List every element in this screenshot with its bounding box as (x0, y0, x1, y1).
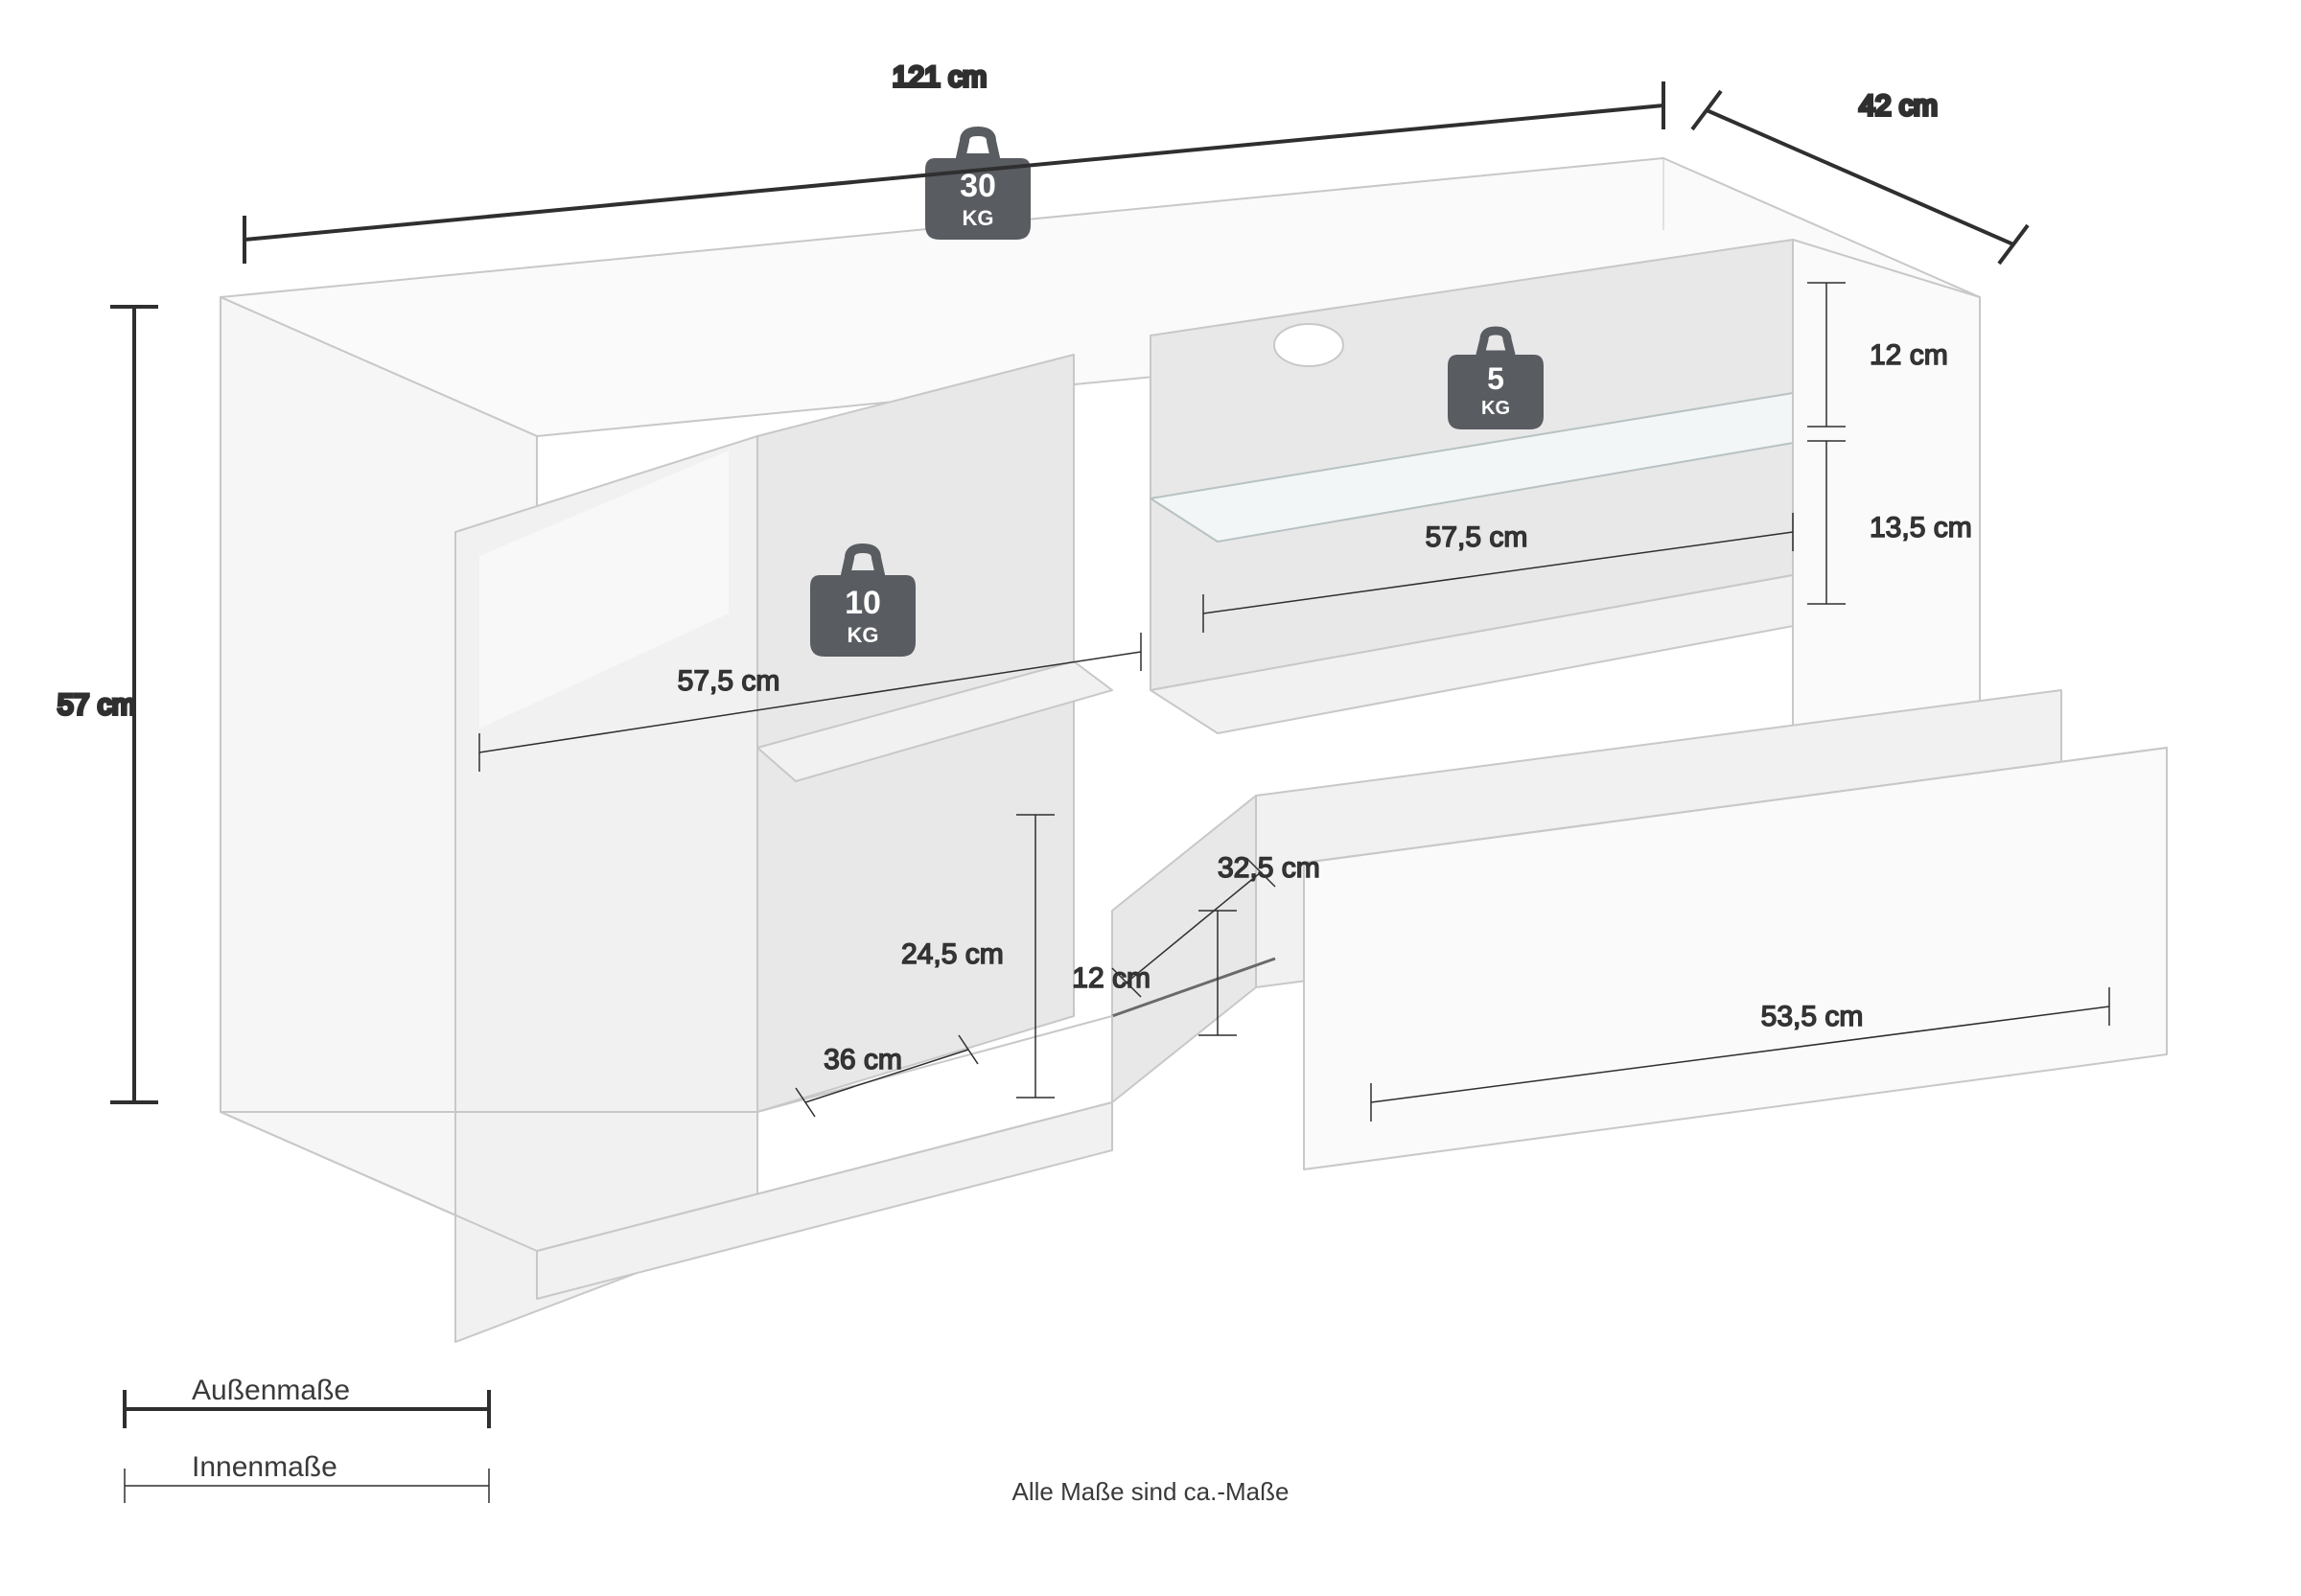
weight-top-unit: KG (963, 206, 994, 230)
weight-inner-unit: KG (848, 623, 879, 647)
dim-drawer-w: 53,5 cm (1761, 1001, 1864, 1032)
weight-inner-value: 10 (845, 585, 881, 621)
furniture-outline (221, 158, 2167, 1342)
dim-width-top: 121 cm (893, 61, 987, 93)
dim-shelf-bottom-h: 13,5 cm (1870, 512, 1972, 544)
weight-glass-unit: KG (1481, 398, 1510, 419)
dim-drawer-d: 32,5 cm (1218, 852, 1320, 884)
dim-drawer-h: 12 cm (1072, 962, 1150, 994)
dim-inner-w-left: 57,5 cm (678, 665, 780, 697)
dim-door-h: 24,5 cm (901, 938, 1004, 970)
weight-badge-top: 30 KG (925, 131, 1031, 240)
weight-glass-value: 5 (1487, 361, 1504, 396)
dim-inner-w-right: 57,5 cm (1426, 521, 1528, 553)
footnote: Alle Maße sind ca.-Maße (1012, 1477, 1290, 1506)
dim-door-d: 36 cm (824, 1044, 902, 1076)
legend-inner-label: Innenmaße (192, 1451, 337, 1483)
dim-height-left: 57 cm (58, 689, 136, 721)
dim-depth-top: 42 cm (1859, 90, 1938, 122)
furniture-dimension-diagram: 30 KG 10 KG 5 KG 121 cm 42 cm (0, 0, 2301, 1596)
dim-shelf-top-h: 12 cm (1870, 339, 1948, 371)
legend: Außenmaße Innenmaße (125, 1375, 489, 1503)
legend-outer-label: Außenmaße (192, 1375, 350, 1406)
